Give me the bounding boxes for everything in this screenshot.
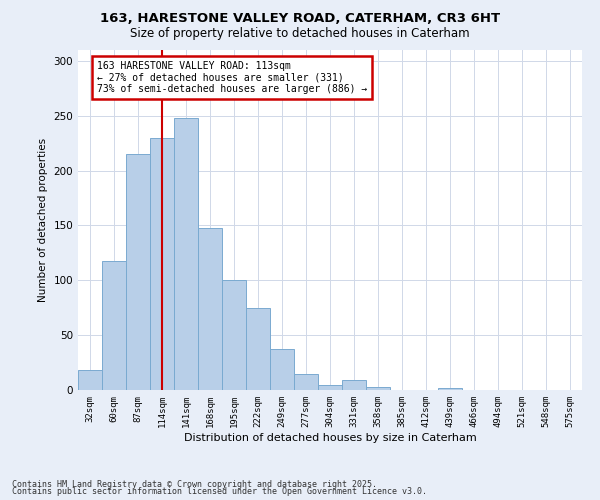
Text: 163, HARESTONE VALLEY ROAD, CATERHAM, CR3 6HT: 163, HARESTONE VALLEY ROAD, CATERHAM, CR… xyxy=(100,12,500,26)
Bar xyxy=(342,380,366,390)
Bar xyxy=(198,228,222,390)
Bar xyxy=(366,386,390,390)
Text: Size of property relative to detached houses in Caterham: Size of property relative to detached ho… xyxy=(130,28,470,40)
Bar xyxy=(126,154,150,390)
Bar xyxy=(318,384,342,390)
Bar xyxy=(294,374,318,390)
Bar xyxy=(174,118,198,390)
Bar xyxy=(438,388,462,390)
Bar xyxy=(150,138,174,390)
Text: 163 HARESTONE VALLEY ROAD: 113sqm
← 27% of detached houses are smaller (331)
73%: 163 HARESTONE VALLEY ROAD: 113sqm ← 27% … xyxy=(97,61,367,94)
Text: Contains public sector information licensed under the Open Government Licence v3: Contains public sector information licen… xyxy=(12,487,427,496)
Y-axis label: Number of detached properties: Number of detached properties xyxy=(38,138,48,302)
Text: Contains HM Land Registry data © Crown copyright and database right 2025.: Contains HM Land Registry data © Crown c… xyxy=(12,480,377,489)
X-axis label: Distribution of detached houses by size in Caterham: Distribution of detached houses by size … xyxy=(184,432,476,442)
Bar xyxy=(246,308,270,390)
Bar xyxy=(270,350,294,390)
Bar xyxy=(78,370,102,390)
Bar xyxy=(222,280,246,390)
Bar xyxy=(102,260,126,390)
